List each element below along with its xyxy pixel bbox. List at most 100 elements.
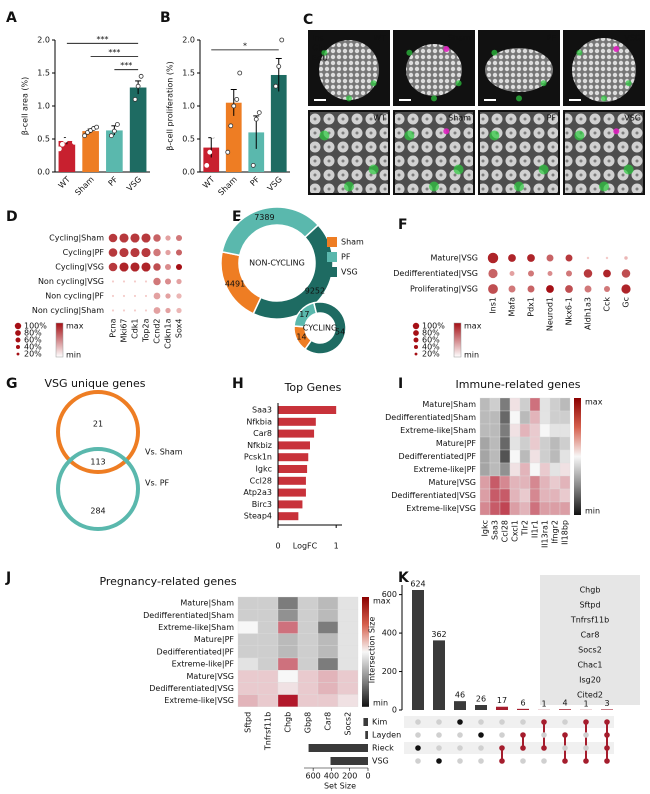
heat-cell: [509, 436, 521, 451]
size-legend-dot: [413, 337, 419, 343]
size-legend-label: 20%: [24, 350, 42, 359]
panel-label: C: [303, 12, 313, 28]
chart-title: Immune-related genes: [456, 378, 581, 391]
dot: [144, 294, 148, 298]
column-label: Aldh1a3: [584, 297, 593, 330]
dot: [508, 285, 516, 293]
dot: [603, 285, 611, 293]
membership-dot: [457, 732, 463, 738]
glucagon-signal: [404, 130, 415, 141]
column-label: Neurod1: [546, 297, 555, 331]
venn-count: 21: [93, 420, 103, 429]
heat-cell: [479, 462, 491, 477]
dot: [111, 294, 115, 298]
bar: [278, 406, 337, 414]
glucagon-signal: [540, 80, 547, 87]
islet: [572, 38, 636, 102]
x-tick-label: 400: [324, 772, 339, 781]
colorbar-label: max: [66, 322, 84, 331]
dot: [122, 309, 126, 312]
segment-label: 9252: [305, 286, 325, 295]
image-label: PF: [547, 34, 557, 43]
row-label: Mature|PF: [194, 635, 235, 644]
heat-cell: [549, 449, 561, 464]
heat-cell: [549, 501, 561, 516]
heat-cell: [559, 462, 571, 477]
value-label: 6: [520, 698, 525, 707]
legend-label: Sham: [341, 238, 364, 247]
colorbar-label: max: [585, 398, 603, 407]
row-label: Non cycling|Sham: [32, 306, 104, 315]
dot: [175, 249, 183, 256]
image-label: VSG: [624, 114, 641, 123]
gene-label: Sftpd: [579, 601, 600, 610]
dot: [119, 233, 129, 243]
data-point: [228, 123, 234, 129]
value-label: 362: [431, 630, 446, 639]
legend-swatch: [327, 267, 337, 277]
y-tick-label: 0.5: [182, 135, 195, 144]
heat-cell: [489, 449, 501, 464]
bar: [278, 453, 309, 462]
heat-cell: [499, 488, 511, 503]
glucagon-signal: [431, 95, 437, 102]
bar: [278, 500, 303, 509]
dot: [605, 256, 609, 260]
venn-set-label: Vs. PF: [145, 479, 170, 488]
heat-cell: [277, 694, 299, 707]
column-label: Gbp8: [304, 712, 313, 733]
panel-label: B: [160, 10, 171, 26]
set-size-bar: [308, 744, 368, 752]
membership-dot: [604, 732, 610, 738]
dot: [584, 285, 592, 293]
heat-cell: [519, 488, 531, 503]
size-legend-label: 100%: [422, 322, 445, 331]
category-label: Atp2a3: [243, 488, 272, 497]
dot: [621, 284, 631, 294]
row-label: Dedifferentiated|VSG: [391, 491, 476, 500]
bar: [496, 706, 508, 710]
data-point: [253, 116, 259, 122]
column-label: Chgb: [284, 712, 293, 733]
size-legend-dot: [414, 352, 418, 356]
heat-cell: [539, 501, 551, 516]
heat-cell: [499, 501, 511, 516]
glucagon-signal: [489, 130, 500, 141]
bar: [225, 102, 242, 172]
heat-cell: [297, 633, 319, 646]
heat-cell: [559, 410, 571, 425]
dot: [144, 280, 148, 283]
image-label: Sham: [448, 34, 471, 43]
bar: [58, 140, 76, 172]
heat-cell: [317, 621, 339, 634]
image-label: VSG: [624, 34, 641, 43]
category-label: Steap4: [244, 512, 272, 521]
data-point: [225, 149, 231, 155]
row-label: Non cycling|VSG: [38, 277, 104, 286]
heat-cell: [529, 423, 541, 438]
venn-title: VSG unique genes: [45, 377, 146, 390]
row-label: Dedifferentiated|PF: [399, 452, 477, 461]
edu-signal: [613, 128, 620, 135]
dot: [546, 285, 554, 293]
heat-cell: [539, 475, 551, 490]
column-label: Mafa: [508, 297, 517, 317]
value-label: 624: [410, 580, 425, 589]
heat-cell: [549, 423, 561, 438]
dot: [488, 284, 498, 294]
tissue: [395, 112, 473, 193]
x-tick-label: PF: [107, 175, 120, 188]
segment-label: 14: [296, 332, 306, 341]
heat-cell: [337, 694, 359, 707]
colorbar-label: min: [373, 698, 388, 707]
dot: [130, 233, 140, 243]
heat-cell: [317, 682, 339, 695]
heat-cell: [549, 436, 561, 451]
gene-label: Car8: [581, 631, 600, 640]
heat-cell: [297, 645, 319, 659]
heat-cell: [257, 645, 279, 659]
heat-cell: [479, 423, 491, 438]
stain-label: Ins: [312, 34, 324, 43]
heat-cell: [297, 657, 319, 671]
